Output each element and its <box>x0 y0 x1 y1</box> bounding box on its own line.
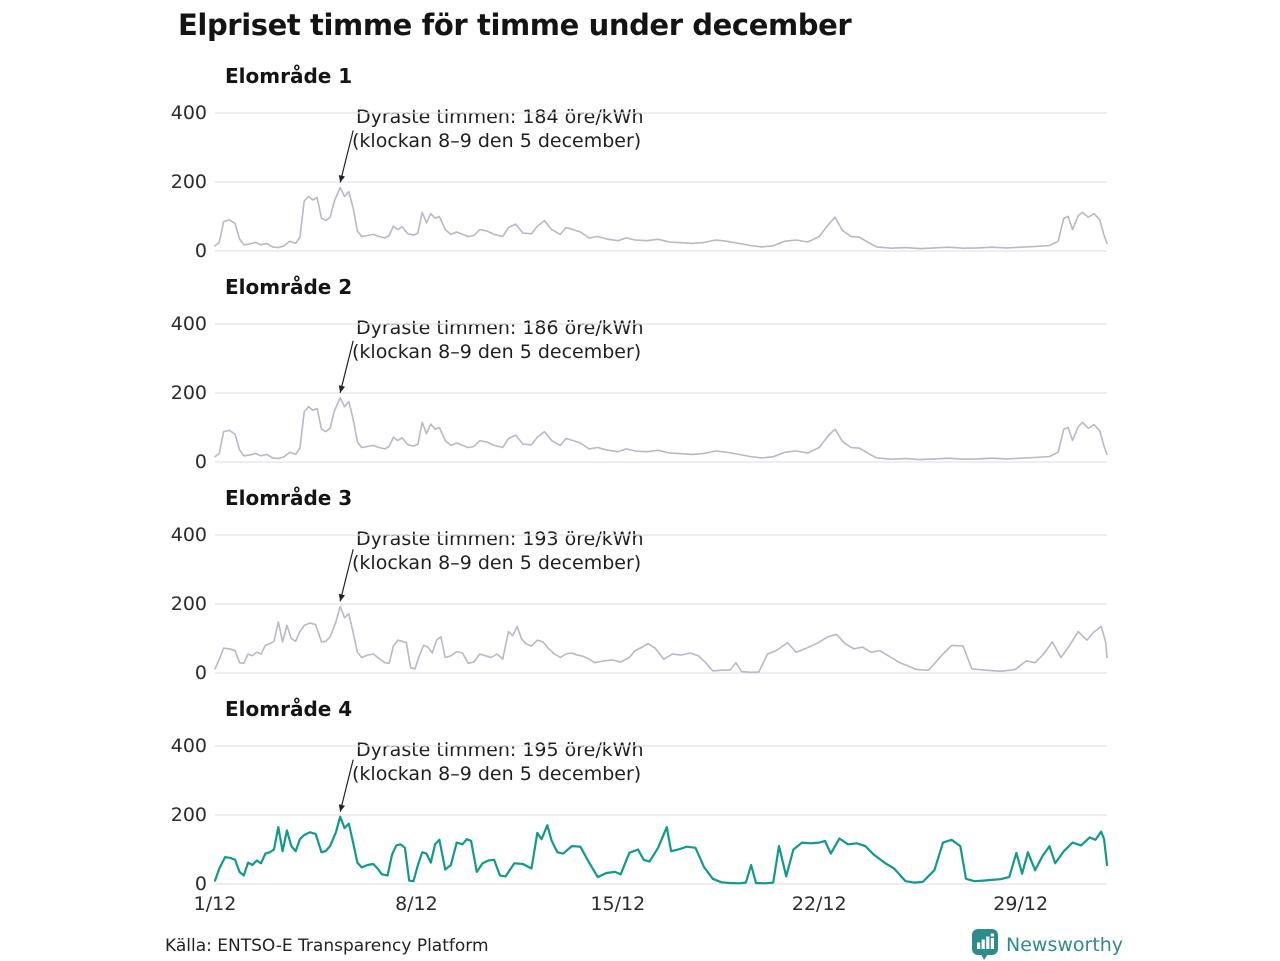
x-axis-tick-label: 22/12 <box>791 893 847 915</box>
y-axis-tick-label: 200 <box>170 593 207 615</box>
peak-arrowhead <box>338 385 345 393</box>
peak-arrow <box>339 759 354 812</box>
price-line <box>214 186 1108 250</box>
x-axis: 1/12 8/12 15/12 22/12 29/12 <box>0 893 1280 917</box>
annotation-line1: Dyraste timmen: 193 öre/kWh <box>356 528 644 550</box>
annotation-line2: (klockan 8–9 den 5 december) <box>352 552 642 574</box>
peak-annotation: Dyraste timmen: 184 öre/kWh (klockan 8–9… <box>352 105 644 153</box>
peak-annotation: Dyraste timmen: 193 öre/kWh (klockan 8–9… <box>352 527 644 575</box>
annotation-line2: (klockan 8–9 den 5 december) <box>352 763 642 785</box>
x-axis-tick-label: 15/12 <box>590 893 646 915</box>
peak-arrow <box>339 130 354 183</box>
peak-arrow <box>339 549 354 602</box>
subplot-elomrade-2: Elområde 2 400 200 0 Dyraste timmen: 186… <box>0 269 1280 480</box>
price-line-chart <box>214 323 1108 463</box>
newsworthy-logo-text: Newsworthy <box>1006 933 1124 956</box>
x-axis-tick-label: 1/12 <box>193 893 237 915</box>
subplot-title: Elområde 2 <box>225 275 353 299</box>
source-note: Källa: ENTSO-E Transparency Platform <box>165 936 489 956</box>
peak-annotation: Dyraste timmen: 195 öre/kWh (klockan 8–9… <box>352 738 644 786</box>
y-axis-tick-label: 400 <box>170 735 207 757</box>
subplot-title: Elområde 1 <box>225 64 353 88</box>
peak-arrowhead <box>338 804 345 812</box>
subplot-elomrade-1: Elområde 1 400 200 0 Dyraste timmen: 184… <box>0 58 1280 269</box>
y-axis-tick-label: 0 <box>194 240 207 262</box>
y-axis-tick-label: 200 <box>170 382 207 404</box>
peak-arrowhead <box>338 175 345 183</box>
annotation-line1: Dyraste timmen: 184 öre/kWh <box>356 106 644 128</box>
y-axis-tick-label: 0 <box>194 662 207 684</box>
page-title: Elpriset timme för timme under december <box>178 8 852 42</box>
y-axis-tick-label: 400 <box>170 524 207 546</box>
newsworthy-logo: Newsworthy <box>971 928 1123 961</box>
subplot-title: Elområde 3 <box>225 486 353 510</box>
y-axis-tick-label: 400 <box>170 102 207 124</box>
annotation-line2: (klockan 8–9 den 5 december) <box>352 341 642 363</box>
price-line <box>214 605 1108 674</box>
y-axis-tick-label: 400 <box>170 313 207 335</box>
subplot-title: Elområde 4 <box>225 697 353 721</box>
annotation-line1: Dyraste timmen: 186 öre/kWh <box>356 317 644 339</box>
y-axis-tick-label: 0 <box>194 451 207 473</box>
subplot-elomrade-4: Elområde 4 400 200 0 Dyraste timmen: 195… <box>0 691 1280 902</box>
peak-annotation: Dyraste timmen: 186 öre/kWh (klockan 8–9… <box>352 316 644 364</box>
x-axis-tick-label: 8/12 <box>395 893 438 915</box>
y-axis-tick-label: 0 <box>194 873 207 895</box>
peak-arrow <box>339 340 354 393</box>
y-axis-tick-label: 200 <box>170 804 207 826</box>
annotation-line1: Dyraste timmen: 195 öre/kWh <box>356 739 644 761</box>
y-axis-tick-label: 200 <box>170 171 207 193</box>
price-line-chart <box>214 534 1108 674</box>
price-line <box>214 397 1108 461</box>
subplot-elomrade-3: Elområde 3 400 200 0 Dyraste timmen: 193… <box>0 480 1280 691</box>
peak-arrowhead <box>338 593 345 602</box>
price-line-chart <box>214 112 1108 252</box>
annotation-line2: (klockan 8–9 den 5 december) <box>352 130 642 152</box>
newsworthy-logo-icon <box>972 929 998 960</box>
price-line-chart <box>213 745 1109 885</box>
price-line <box>213 815 1109 885</box>
x-axis-tick-label: 29/12 <box>993 893 1049 915</box>
